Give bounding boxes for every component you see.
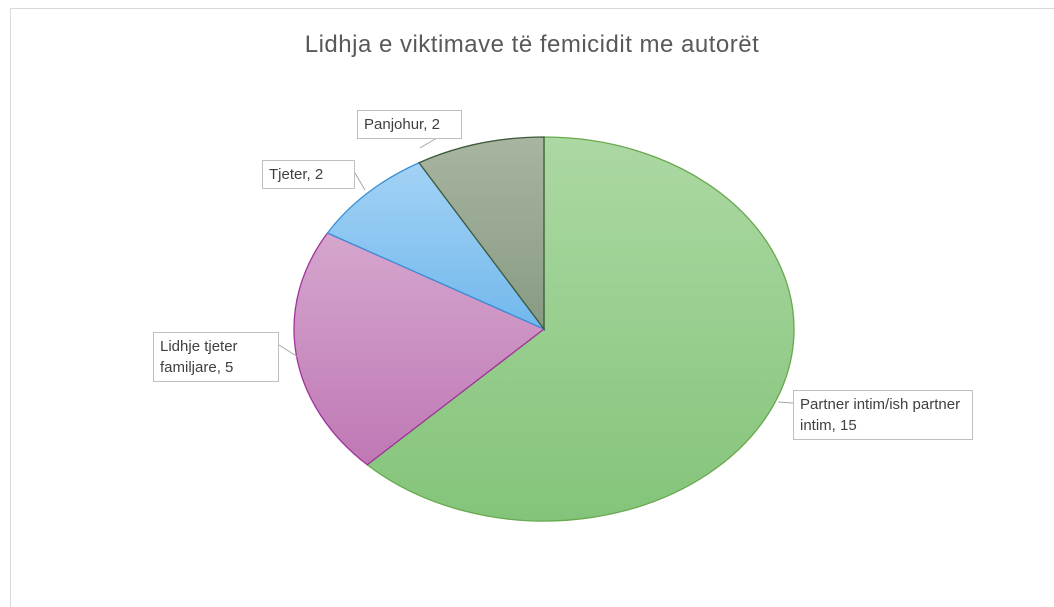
label-value: 2 [314, 166, 324, 183]
pie-slice [326, 161, 547, 331]
data-label: Panjohur, 2 [357, 110, 462, 139]
leader-line [354, 172, 366, 191]
label-value: 5 [225, 359, 234, 376]
data-label: Lidhje tjeter familjare, 5 [153, 332, 279, 382]
chart-frame [10, 8, 1054, 607]
leader-line [777, 401, 794, 404]
data-label: Partner intim/ish partner intim, 15 [793, 390, 973, 440]
label-value: 15 [840, 417, 857, 434]
chart-title: Lidhja e viktimave të femicidit me autor… [305, 31, 760, 58]
label-category: Partner intim/ish partner intim [800, 396, 961, 434]
leader-line [278, 344, 299, 358]
pie-slice [366, 136, 795, 522]
label-value: 2 [431, 116, 440, 133]
label-category: Panjohur [364, 116, 424, 133]
label-category: Tjeter [269, 166, 307, 183]
pie-slice [293, 232, 546, 466]
pie-slice [417, 136, 545, 331]
data-label: Tjeter, 2 [262, 160, 355, 189]
label-category: Lidhje tjeter familjare [160, 338, 238, 376]
